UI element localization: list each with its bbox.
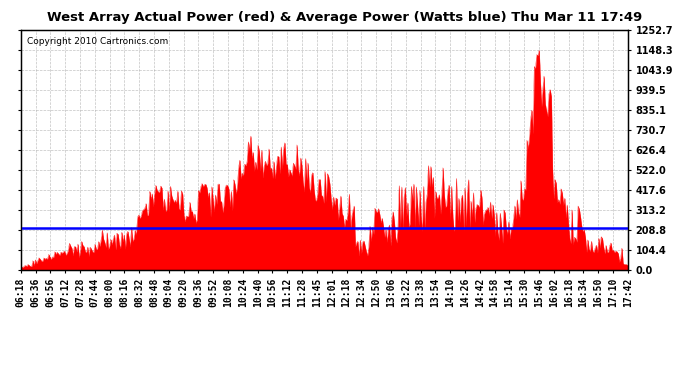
Text: Copyright 2010 Cartronics.com: Copyright 2010 Cartronics.com <box>27 37 168 46</box>
Text: West Array Actual Power (red) & Average Power (Watts blue) Thu Mar 11 17:49: West Array Actual Power (red) & Average … <box>48 11 642 24</box>
